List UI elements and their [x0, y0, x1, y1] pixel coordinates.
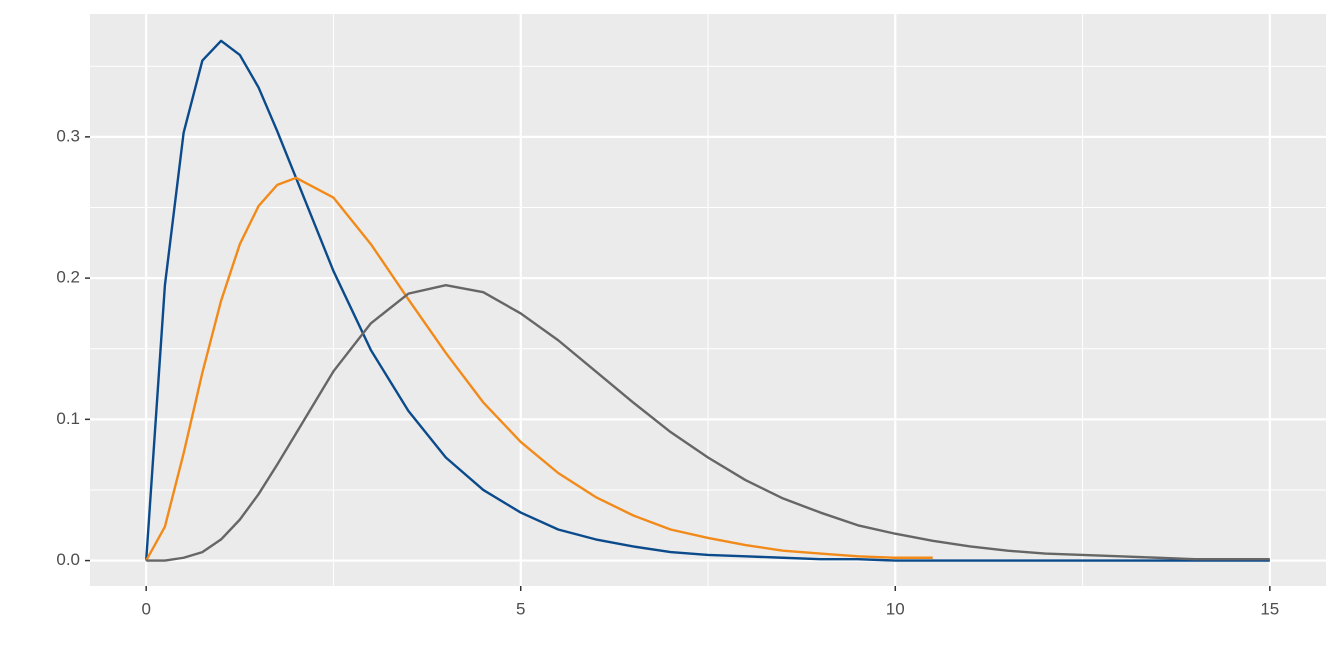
x-tick-label: 15	[1260, 599, 1279, 618]
y-tick-label: 0.3	[56, 126, 80, 145]
line-series	[144, 39, 1270, 562]
x-tick-label: 5	[516, 599, 525, 618]
y-tick-label: 0.2	[56, 268, 80, 287]
x-tick-label: 10	[886, 599, 905, 618]
y-tick-label: 0.1	[56, 409, 80, 428]
y-tick-label: 0.0	[56, 550, 80, 569]
line-series	[145, 176, 933, 562]
line-series	[146, 283, 1270, 562]
x-tick-label: 0	[141, 599, 150, 618]
